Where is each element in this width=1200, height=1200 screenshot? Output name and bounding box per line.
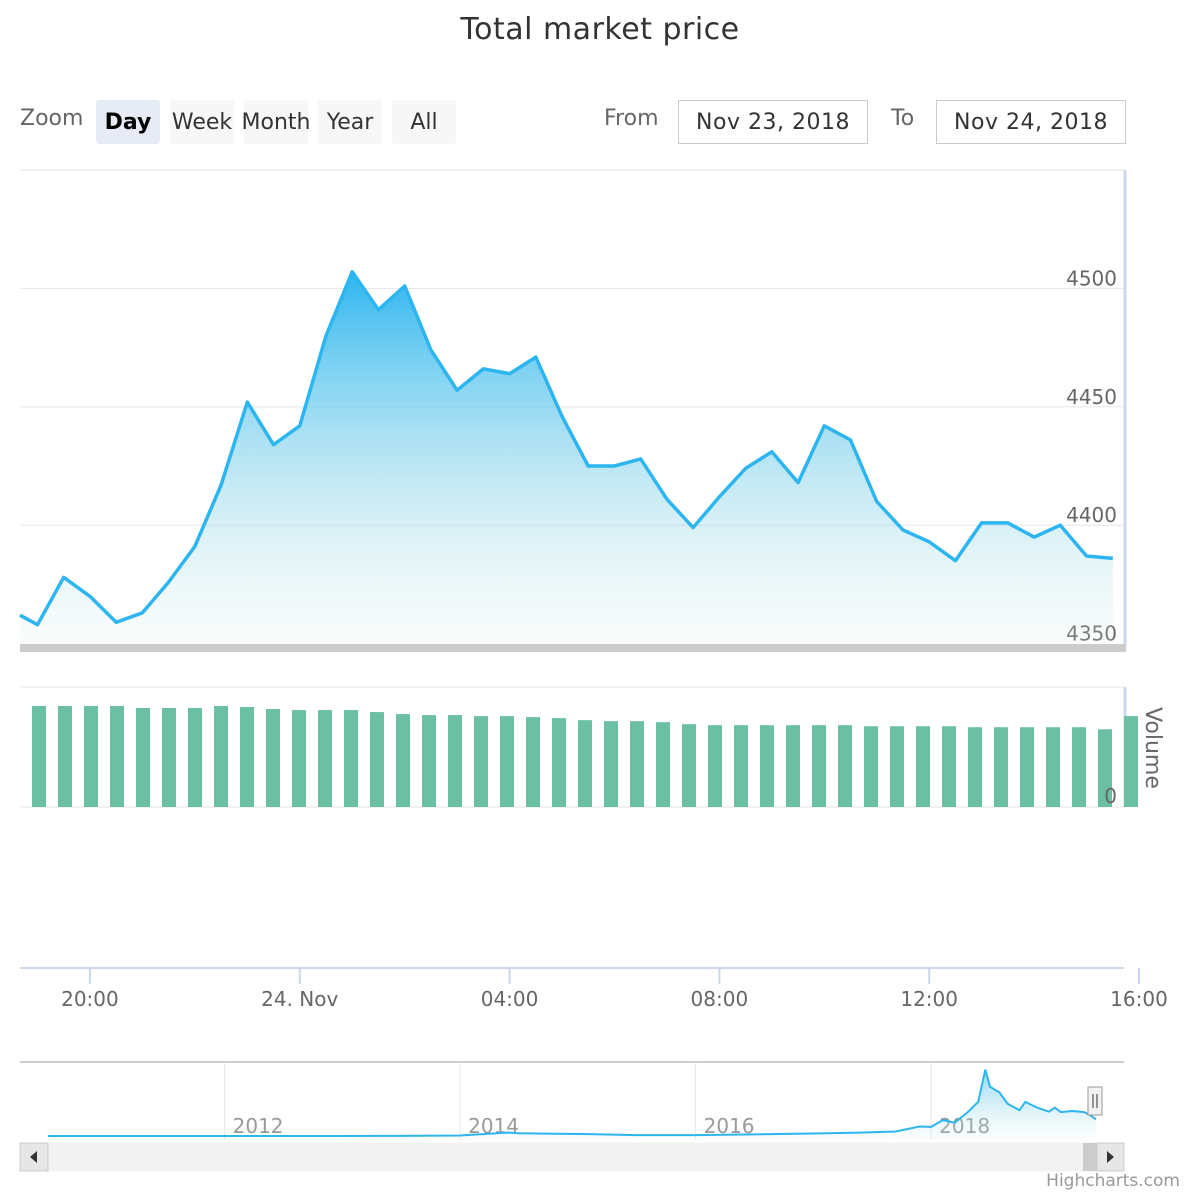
volume-bar xyxy=(396,714,410,807)
price-tick-label: 4450 xyxy=(1066,385,1117,409)
x-tick-label: 08:00 xyxy=(691,987,749,1011)
to-date-input[interactable]: Nov 24, 2018 xyxy=(936,100,1126,144)
x-tick-label: 20:00 xyxy=(61,987,119,1011)
volume-bar xyxy=(344,710,358,807)
price-area xyxy=(20,271,1113,646)
volume-bar xyxy=(84,706,98,807)
price-pane-bottom-bar xyxy=(20,644,1126,652)
volume-bar xyxy=(838,725,852,807)
price-line xyxy=(19,270,1113,627)
from-date-input[interactable]: Nov 23, 2018 xyxy=(678,100,868,144)
highcharts-credits-link[interactable]: Highcharts.com xyxy=(1046,1171,1180,1191)
volume-bar xyxy=(942,726,956,807)
zoom-label: Zoom xyxy=(20,106,84,131)
arrow-right-icon xyxy=(1107,1151,1114,1163)
arrow-left-icon xyxy=(30,1151,37,1163)
zoom-all-button[interactable]: All xyxy=(392,100,456,144)
volume-bar xyxy=(812,725,826,807)
volume-bar xyxy=(864,726,878,807)
x-tick-label: 04:00 xyxy=(481,987,539,1011)
volume-tick-label: 0 xyxy=(1104,784,1117,808)
volume-bar xyxy=(1124,716,1138,807)
volume-bar xyxy=(58,706,72,807)
price-tick-label: 4500 xyxy=(1066,266,1117,290)
navigator-handle[interactable] xyxy=(1087,1086,1103,1116)
volume-bar xyxy=(682,724,696,807)
volume-bar xyxy=(110,706,124,807)
volume-bar xyxy=(162,708,176,807)
volume-bar xyxy=(422,715,436,807)
x-tick-label: 16:00 xyxy=(1110,987,1168,1011)
volume-bar xyxy=(448,715,462,807)
navigator-year-label: 2012 xyxy=(233,1114,284,1138)
volume-bar xyxy=(318,710,332,807)
volume-bar xyxy=(1046,727,1060,807)
volume-bar xyxy=(474,716,488,807)
volume-bar xyxy=(786,725,800,807)
volume-bar xyxy=(1020,727,1034,807)
volume-bar xyxy=(708,725,722,807)
volume-bar xyxy=(32,706,46,807)
volume-bar xyxy=(968,727,982,807)
volume-bar xyxy=(994,727,1008,807)
volume-bar xyxy=(500,716,514,807)
volume-bar xyxy=(916,726,930,807)
navigator-line xyxy=(48,1069,1097,1137)
chart-title: Total market price xyxy=(460,12,740,47)
volume-bar xyxy=(552,718,566,807)
volume-bar xyxy=(188,708,202,807)
volume-bar xyxy=(292,710,306,807)
price-tick-label: 4400 xyxy=(1066,503,1117,527)
volume-bar xyxy=(214,706,228,807)
navigator-area xyxy=(48,1069,1096,1140)
volume-axis-label: Volume xyxy=(1140,707,1165,789)
x-tick-label: 12:00 xyxy=(900,987,958,1011)
volume-bar xyxy=(1098,729,1112,807)
volume-bar xyxy=(760,725,774,807)
volume-bar xyxy=(136,708,150,807)
volume-bar xyxy=(240,707,254,807)
x-tick-label: 24. Nov xyxy=(261,987,338,1011)
volume-bar xyxy=(890,726,904,807)
zoom-month-button[interactable]: Month xyxy=(242,100,310,144)
volume-bar xyxy=(526,717,540,807)
volume-bar xyxy=(656,722,670,807)
volume-bar xyxy=(1072,727,1086,807)
to-label: To xyxy=(891,106,915,131)
zoom-year-button[interactable]: Year xyxy=(318,100,382,144)
volume-bar xyxy=(630,721,644,807)
volume-bar xyxy=(734,725,748,807)
volume-bar xyxy=(604,721,618,807)
navigator-scrollbar[interactable] xyxy=(19,1142,1125,1172)
from-label: From xyxy=(604,106,659,131)
volume-bar xyxy=(370,712,384,807)
volume-bar xyxy=(266,709,280,807)
scroll-right-arrow xyxy=(1096,1142,1125,1172)
volume-bar xyxy=(578,720,592,807)
scrollbar-thumb xyxy=(1083,1143,1097,1171)
zoom-day-button[interactable]: Day xyxy=(96,100,160,144)
zoom-week-button[interactable]: Week xyxy=(170,100,234,144)
